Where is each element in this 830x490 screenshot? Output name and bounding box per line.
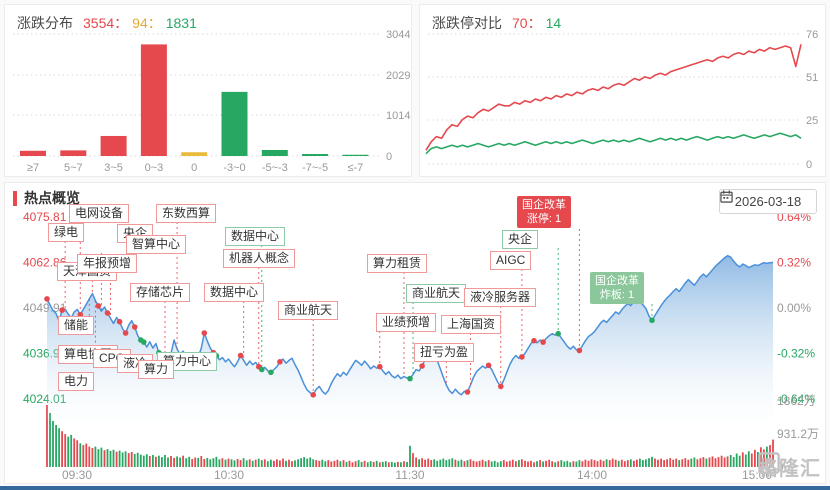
svg-text:-3~0: -3~0	[223, 162, 245, 174]
hot-concept-label[interactable]: 算力	[138, 360, 175, 379]
svg-text:1862万: 1862万	[777, 394, 816, 408]
svg-text:1014: 1014	[386, 110, 410, 122]
updown-distribution-header: 涨跌分布 3554： 94： 1831	[17, 13, 197, 33]
svg-text:≤-7: ≤-7	[347, 162, 363, 174]
limit-compare-chart: 76 51 25 0	[425, 29, 818, 171]
flat-count: 94：	[132, 15, 162, 31]
watermark: 格隆汇	[758, 452, 821, 481]
hot-concept-label[interactable]: 液冷服务器	[464, 288, 537, 307]
svg-text:-0.32%: -0.32%	[777, 347, 815, 361]
svg-text:10:30: 10:30	[214, 468, 244, 482]
hotspot-title: 热点概览	[24, 190, 80, 206]
hot-concept-label[interactable]: 上海国资	[441, 315, 502, 334]
hot-concept-label[interactable]: AIGC	[490, 251, 532, 270]
svg-text:3~5: 3~5	[104, 162, 123, 174]
limit-event-badge[interactable]: 国企改革 炸板: 1	[590, 272, 644, 304]
svg-text:51: 51	[806, 72, 818, 84]
svg-text:25: 25	[806, 115, 818, 127]
svg-text:4062.86: 4062.86	[23, 256, 67, 270]
down-count: 1831	[165, 15, 197, 31]
svg-text:-7~-5: -7~-5	[302, 162, 328, 174]
hot-concept-label[interactable]: 智算中心	[126, 235, 187, 254]
hot-concept-label[interactable]: 电力	[58, 372, 95, 391]
svg-text:2029: 2029	[386, 70, 410, 82]
hot-concept-label[interactable]: 算力租赁	[367, 254, 428, 273]
svg-text:11:30: 11:30	[395, 468, 424, 482]
limit-compare-header: 涨跌停对比 70： 14	[432, 13, 561, 33]
limit-compare-title: 涨跌停对比	[432, 15, 502, 31]
up-count: 3554：	[83, 15, 129, 31]
svg-text:≥7: ≥7	[27, 162, 39, 174]
svg-text:-0.64%: -0.64%	[777, 392, 815, 406]
svg-text:76: 76	[806, 29, 818, 41]
date-value: 2026-03-18	[734, 194, 802, 209]
calendar-icon	[720, 190, 733, 203]
svg-text:4049.91: 4049.91	[23, 301, 67, 315]
hot-concept-label[interactable]: 绿电	[48, 223, 85, 242]
bottom-divider	[0, 486, 830, 490]
hot-concept-label[interactable]: 电网设备	[69, 204, 130, 223]
hot-concept-label[interactable]: 储能	[58, 316, 95, 335]
volume-bars	[46, 404, 774, 467]
svg-text:0: 0	[806, 159, 812, 171]
price-area	[47, 255, 773, 421]
svg-text:0.32%: 0.32%	[777, 256, 811, 270]
svg-text:09:30: 09:30	[62, 468, 92, 482]
hot-concept-label[interactable]: 商业航天	[406, 284, 467, 303]
hot-concept-label[interactable]: 央企	[502, 230, 539, 249]
hot-concept-label[interactable]: 东数西算	[156, 204, 217, 223]
hot-concept-label[interactable]: 存储芯片	[130, 283, 191, 302]
hot-concept-label[interactable]: 数据中心	[225, 227, 286, 246]
svg-text:0: 0	[777, 460, 784, 474]
limit-up-count: 70：	[512, 15, 542, 31]
svg-text:5~7: 5~7	[64, 162, 83, 174]
hot-concept-label[interactable]: 扭亏为盈	[414, 343, 475, 362]
limit-down-count: 14	[545, 15, 562, 31]
hot-concept-label[interactable]: 数据中心	[204, 283, 265, 302]
hot-concept-label[interactable]: 年报预增	[77, 254, 138, 273]
hot-concept-label[interactable]: 业绩预增	[376, 313, 437, 332]
updown-distribution-panel: 涨跌分布 3554： 94： 1831 3044 2029 1014 0 ≥7 5~7 3~5 0~…	[4, 4, 412, 177]
svg-text:0: 0	[386, 151, 392, 163]
svg-text:-5~-3: -5~-3	[262, 162, 288, 174]
svg-text:0: 0	[191, 162, 197, 174]
updown-distribution-chart: 3044 2029 1014 0 ≥7 5~7 3~5 0~3 0 -3~0 -5~-3 -7~-5 ≤…	[13, 29, 410, 174]
gelonghui-logo-icon	[758, 452, 780, 474]
hotspot-header: 热点概览	[13, 188, 80, 208]
date-picker[interactable]: 2026-03-18	[719, 189, 817, 214]
svg-text:4075.81: 4075.81	[23, 210, 67, 224]
svg-text:0~3: 0~3	[145, 162, 164, 174]
svg-text:3044: 3044	[386, 29, 410, 41]
svg-text:931.2万: 931.2万	[777, 427, 819, 441]
hotspot-intraday-chart: 4075.81 0.64%4062.86 0.32%4049.91 0.00%4036…	[23, 210, 819, 482]
svg-text:0.00%: 0.00%	[777, 301, 811, 315]
svg-text:14:00: 14:00	[577, 468, 607, 482]
limit-event-badge[interactable]: 国企改革 涨停: 1	[517, 196, 571, 228]
updown-distribution-title: 涨跌分布	[17, 15, 73, 31]
hot-concept-label[interactable]: 商业航天	[278, 301, 339, 320]
limit-compare-panel: 涨跌停对比 70： 14 76 51 25 0	[419, 4, 826, 177]
hotspot-overview-panel: 热点概览 2026-03-18 4075.81 0.64% 4062.86 0.32%…	[4, 182, 826, 484]
title-accent-bar	[13, 190, 17, 206]
hotspot-labels-layer: 电网设备东数西算绿电央企智算中心数据中心天津国资年报预增机器人概念算力租赁央企A…	[5, 183, 827, 485]
hot-concept-label[interactable]: 机器人概念	[223, 249, 296, 268]
